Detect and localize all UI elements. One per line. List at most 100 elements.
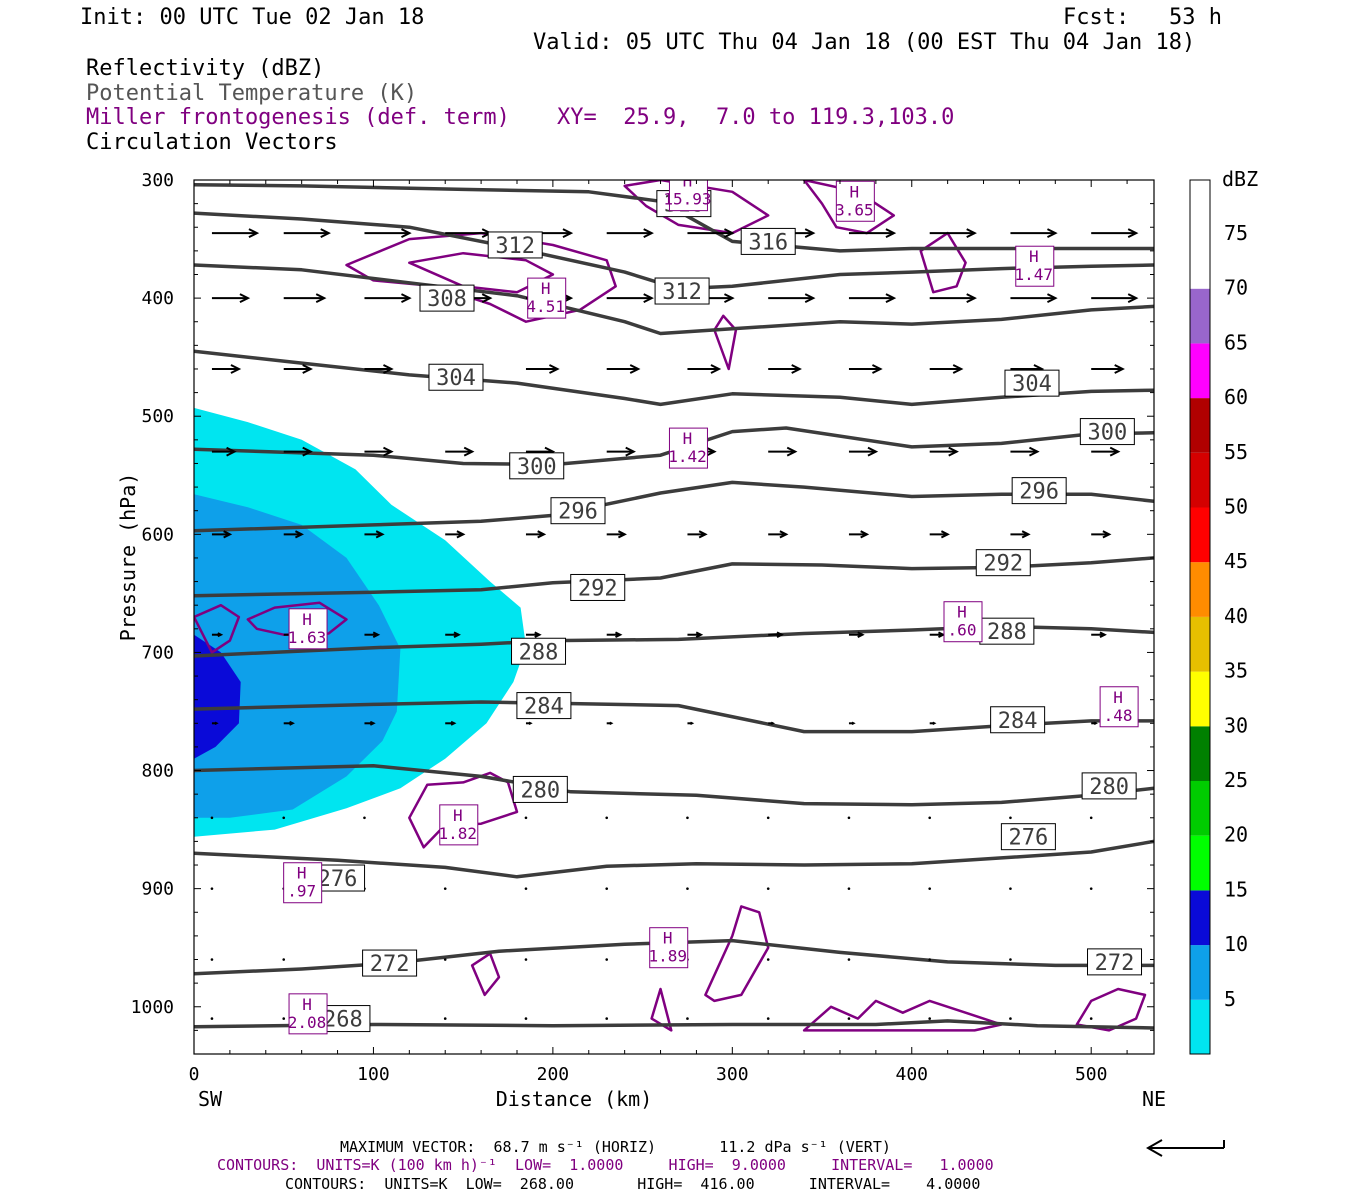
vector-arrowhead — [966, 293, 977, 304]
theta-label-box — [1000, 823, 1056, 851]
vector-dot — [524, 816, 528, 820]
theta-label-box — [975, 549, 1031, 577]
vector-dot — [766, 887, 770, 890]
theta-contour-label: 280 — [1089, 775, 1129, 800]
theta-contour-label: 308 — [427, 287, 467, 312]
theta-label-box — [512, 775, 568, 803]
vector-arrowhead — [948, 446, 959, 457]
colorbar-frame — [1189, 179, 1211, 1055]
vector-arrowhead — [724, 228, 735, 239]
frontogenesis-contour — [919, 231, 967, 294]
colorbar-label: 5 — [1224, 987, 1236, 1011]
fronto-contour-info: CONTOURS: UNITS=K (100 km h)⁻¹ LOW= 1.00… — [217, 1156, 994, 1174]
vector-arrowhead — [1102, 530, 1112, 539]
theta-label-box — [740, 227, 796, 255]
vector-dot — [210, 816, 214, 820]
field-theta-label: Potential Temperature (K) — [86, 81, 418, 106]
theta-label-box — [550, 497, 606, 525]
vector-arrowhead — [214, 721, 219, 725]
theta-contour-316 — [194, 182, 1154, 253]
vector-arrowhead — [804, 228, 816, 239]
vector-arrowhead — [698, 530, 708, 539]
vector-dot — [524, 958, 528, 961]
fronto-max-h: H — [541, 279, 551, 298]
y-tick-label: 600 — [141, 524, 174, 545]
vector-dot — [524, 887, 528, 890]
vector-dot — [1009, 816, 1012, 820]
vector-arrowhead — [1021, 530, 1031, 539]
y-tick-label: 900 — [141, 879, 174, 900]
theta-label-box — [362, 949, 418, 977]
fronto-max-box — [1015, 245, 1055, 287]
vector-arrowhead — [1109, 446, 1121, 457]
field-vectors-label: Circulation Vectors — [86, 130, 338, 155]
colorbar-label: 30 — [1224, 713, 1248, 737]
x-tick-label: 300 — [716, 1064, 749, 1085]
vector-arrowhead — [867, 446, 879, 457]
cross-section-endpoints: XY= 25.9, 7.0 to 119.3,103.0 — [557, 105, 955, 130]
vector-arrowhead — [383, 364, 394, 374]
theta-contour-label: 284 — [998, 709, 1038, 734]
vector-dot — [766, 816, 770, 820]
fronto-max-value: 3.65 — [835, 200, 874, 219]
vector-arrowhead — [872, 364, 883, 374]
plot-frame — [193, 179, 1155, 1055]
vector-dot — [1089, 816, 1093, 820]
frontogenesis-contour — [246, 601, 348, 636]
vector-dot — [282, 816, 286, 820]
vector-dot — [524, 1017, 528, 1020]
frontogenesis-contour — [704, 905, 770, 1003]
theta-contour-label: 304 — [1012, 372, 1052, 397]
fronto-max-value: .60 — [948, 621, 977, 640]
vector-arrowhead — [776, 631, 784, 638]
fronto-max-box — [668, 427, 708, 469]
vector-arrowhead — [710, 364, 722, 374]
vector-arrowhead — [463, 446, 475, 457]
vector-dot — [605, 958, 609, 961]
theta-contour-label: 300 — [1087, 421, 1127, 446]
theta-contour-280 — [194, 764, 1154, 807]
theta-contour-268 — [194, 1019, 1154, 1030]
colorbar-swatch-35 — [1190, 671, 1210, 727]
fronto-max-h: H — [850, 182, 860, 201]
fronto-max-value: 1.82 — [439, 824, 478, 843]
fronto-max-h: H — [1113, 688, 1123, 707]
theta-contour-312 — [194, 211, 1154, 291]
fronto-max-box — [649, 927, 689, 969]
vector-arrowhead — [689, 721, 695, 725]
fronto-max-box — [943, 601, 983, 643]
theta-contour-292 — [194, 556, 1154, 598]
vector-arrowhead — [1093, 721, 1098, 725]
vector-arrowhead — [643, 293, 654, 304]
theta-contour-label: 268 — [323, 1008, 363, 1033]
theta-contour-label: 280 — [520, 778, 560, 803]
vector-arrowhead — [372, 631, 381, 638]
frontogenesis-contour — [802, 999, 1003, 1032]
fronto-max-h: H — [297, 864, 307, 883]
vector-arrowhead — [779, 530, 789, 539]
theta-contour-label: 272 — [370, 952, 410, 977]
theta-label-box — [487, 231, 543, 259]
y-tick-label: 800 — [141, 761, 174, 782]
colorbar-swatch-30 — [1190, 726, 1210, 781]
colorbar-swatch-20 — [1190, 835, 1210, 891]
fronto-max-box — [283, 862, 323, 904]
vector-arrowhead — [294, 530, 304, 539]
theta-contour-label: 272 — [1095, 951, 1135, 976]
vector-arrowhead — [851, 721, 856, 725]
fronto-max-value: 1.42 — [668, 447, 707, 466]
vector-dot — [282, 958, 286, 961]
vector-arrowhead — [223, 530, 233, 539]
fronto-max-value: 1.89 — [648, 947, 687, 966]
fronto-max-value: 4.51 — [526, 297, 565, 316]
frontogenesis-contour — [194, 603, 241, 654]
vector-arrowhead — [617, 530, 627, 539]
valid-time: Valid: 05 UTC Thu 04 Jan 18 (00 EST Thu … — [533, 30, 1196, 55]
vector-arrowhead — [302, 446, 313, 457]
y-tick-label: 300 — [141, 170, 174, 191]
theta-label-box — [990, 706, 1046, 734]
theta-label-box — [516, 692, 572, 720]
vector-dot — [605, 1017, 609, 1020]
vector-arrowhead — [534, 631, 542, 638]
